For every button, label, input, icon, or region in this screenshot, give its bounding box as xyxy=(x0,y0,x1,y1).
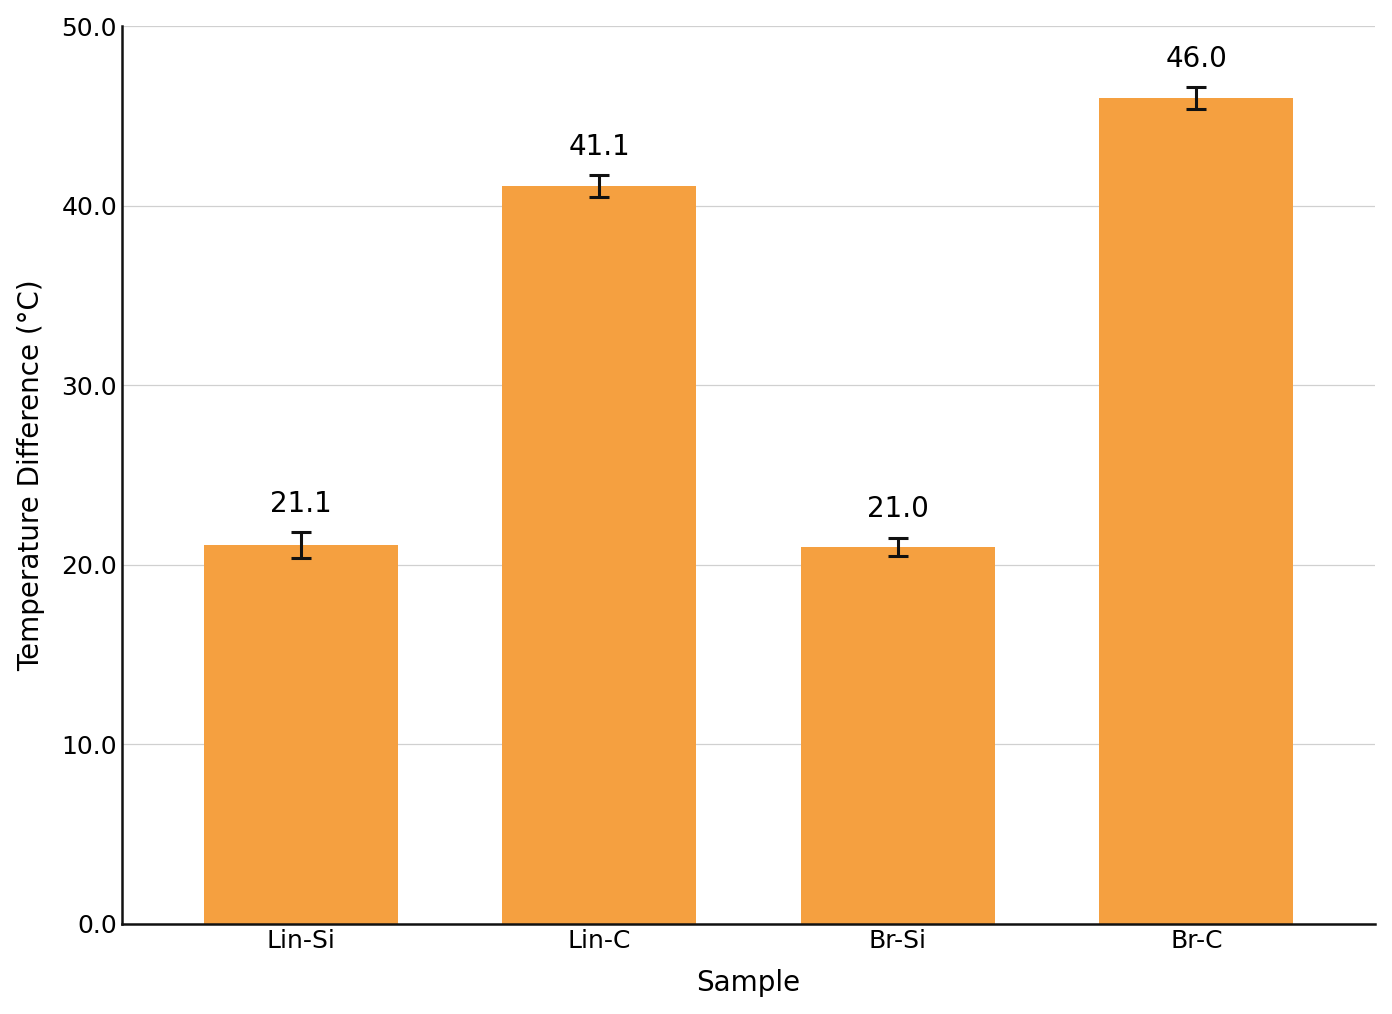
Bar xyxy=(800,547,995,924)
Text: 21.0: 21.0 xyxy=(867,496,928,523)
X-axis label: Sample: Sample xyxy=(696,969,800,998)
Text: 41.1: 41.1 xyxy=(568,133,631,161)
Y-axis label: Temperature Difference (°C): Temperature Difference (°C) xyxy=(17,279,45,671)
Bar xyxy=(1100,98,1293,924)
Text: 46.0: 46.0 xyxy=(1165,45,1228,73)
Bar xyxy=(205,545,398,924)
Text: 21.1: 21.1 xyxy=(270,490,331,518)
Bar xyxy=(503,186,696,924)
